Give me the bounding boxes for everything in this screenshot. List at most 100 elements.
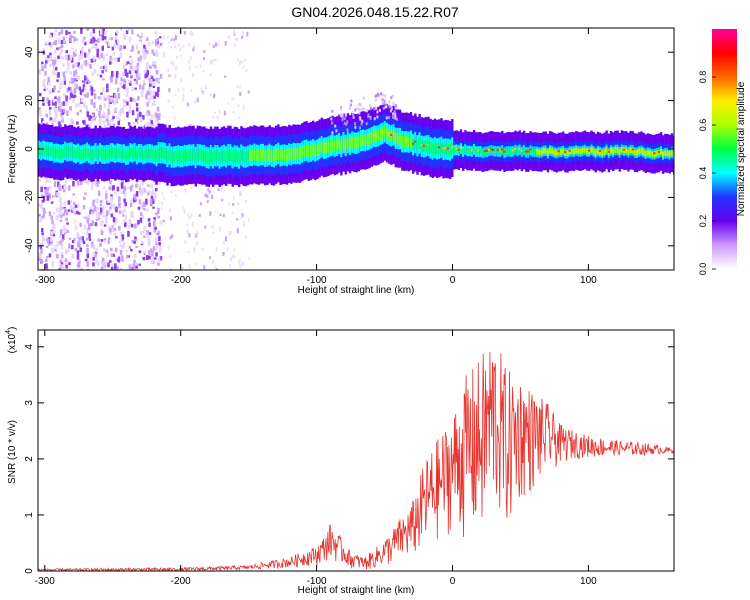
spectrogram-cell xyxy=(102,120,105,125)
spectrogram-cell xyxy=(146,148,150,159)
spectrogram-cell xyxy=(152,64,155,67)
spectrogram-cell xyxy=(105,193,108,200)
spectrogram-cell xyxy=(512,149,515,152)
spectrogram-cell xyxy=(47,55,50,58)
spectrogram-cell xyxy=(301,146,304,158)
spectrogram-cell xyxy=(54,101,57,106)
spectrogram-cell xyxy=(76,232,80,238)
spectrogram-cell xyxy=(87,53,90,58)
spectrogram-cell xyxy=(187,250,190,254)
spectrogram-cell xyxy=(64,179,68,184)
spectrogram-cell xyxy=(601,151,604,154)
spectrogram-cell xyxy=(61,118,64,123)
spectrogram-cell xyxy=(79,65,82,70)
spectrogram-cell xyxy=(136,113,140,120)
spectrogram-cell xyxy=(64,55,67,61)
spectrogram-cell xyxy=(54,39,57,46)
spectrogram-cell xyxy=(135,150,139,161)
spectrogram-cell xyxy=(159,220,163,225)
spectrogram-cell xyxy=(151,123,154,127)
spectrogram-cell xyxy=(119,82,122,86)
spectrogram-cell xyxy=(99,74,103,78)
spectrogram-cell xyxy=(551,148,554,155)
spectrogram-cell xyxy=(67,64,70,70)
spectrogram-cell xyxy=(62,213,65,217)
spectrogram-cell xyxy=(346,128,349,132)
spectrogram-cell xyxy=(130,49,133,52)
spectrogram-cell xyxy=(255,149,258,161)
spectrogram-cell xyxy=(318,142,321,155)
spectrogram-cell xyxy=(251,149,254,162)
spectrogram-cell xyxy=(60,48,64,54)
spectrogram-cell xyxy=(60,112,63,117)
spectrogram-cell xyxy=(99,244,102,247)
spectrogram-cell xyxy=(67,209,71,212)
spectrogram-cell xyxy=(102,28,105,35)
spectrogram-cell xyxy=(170,151,173,163)
spectrogram-cell xyxy=(376,110,379,114)
spectrogram-cell xyxy=(154,257,157,260)
y-tick-label: 4 xyxy=(24,344,35,350)
spectrogram-cell xyxy=(140,148,143,159)
spectrogram-cell xyxy=(359,103,362,107)
spectrogram-cell xyxy=(121,109,125,114)
spectrogram-cell xyxy=(211,152,215,164)
spectrogram-cell xyxy=(531,148,534,155)
spectrogram-cell xyxy=(72,64,75,68)
spectrogram-cell xyxy=(134,223,137,229)
spectrogram-cell xyxy=(127,150,130,161)
spectrogram-cell xyxy=(190,213,193,218)
spectrogram-cell xyxy=(144,73,147,79)
spectrogram-cell xyxy=(490,148,493,151)
spectrogram-cell xyxy=(219,227,222,232)
spectrogram-cell xyxy=(143,252,146,256)
spectrogram-cell xyxy=(385,116,388,120)
spectrogram-cell xyxy=(187,59,190,65)
spectrogram-cell xyxy=(42,195,46,202)
spectrogram-cell xyxy=(346,120,349,124)
spectrogram-cell xyxy=(233,30,236,35)
spectrogram-cell xyxy=(40,244,43,247)
spectrogram-cell xyxy=(201,247,204,251)
spectrogram-cell xyxy=(90,38,93,44)
spectrogram-cell xyxy=(343,117,346,121)
spectrogram-cell xyxy=(338,137,341,150)
spectrogram-cell xyxy=(90,184,94,191)
spectrogram-cell xyxy=(507,148,511,155)
spectrogram-cell xyxy=(97,212,101,218)
spectrogram-cell xyxy=(40,242,44,245)
spectrogram-cell xyxy=(116,266,119,270)
spectrogram-cell xyxy=(49,34,52,39)
spectrogram-cell xyxy=(88,148,91,159)
spectrogram-cell xyxy=(168,88,171,93)
spectrogram-cell xyxy=(60,251,63,256)
spectrogram-cell xyxy=(331,131,334,135)
spectrogram-cell xyxy=(38,255,41,261)
spectrogram-cell xyxy=(135,245,138,248)
spectrogram-cell xyxy=(179,150,182,163)
spectrogram-cell xyxy=(69,36,72,42)
spectrogram-cell xyxy=(629,147,632,153)
spectrogram-cell xyxy=(590,148,593,150)
spectrogram-cell xyxy=(277,147,280,160)
snr-scale-prefix: (x10 xyxy=(7,333,18,353)
spectrogram-cell xyxy=(94,222,98,227)
spectrogram-cell xyxy=(125,61,128,66)
spectrogram-cell xyxy=(135,44,139,50)
spectrogram-cell xyxy=(145,50,149,55)
spectrogram-cell xyxy=(148,42,151,47)
spectrogram-cell xyxy=(153,100,156,107)
spectrogram-cell xyxy=(212,259,215,265)
spectrogram-cell xyxy=(68,96,72,100)
spectrogram-cell xyxy=(45,99,48,102)
spectrogram-cell xyxy=(71,47,74,50)
spectrogram-cell xyxy=(40,145,43,157)
spectrogram-cell xyxy=(56,47,59,50)
spectrogram-cell xyxy=(185,149,189,162)
spectrogram-cell xyxy=(110,200,113,207)
spectrogram-cell xyxy=(152,198,155,204)
spectrogram-cell xyxy=(110,37,113,41)
x-tick-label: -100 xyxy=(307,275,327,286)
spectrogram-cell xyxy=(61,238,64,242)
spectrogram-cell xyxy=(107,149,110,160)
